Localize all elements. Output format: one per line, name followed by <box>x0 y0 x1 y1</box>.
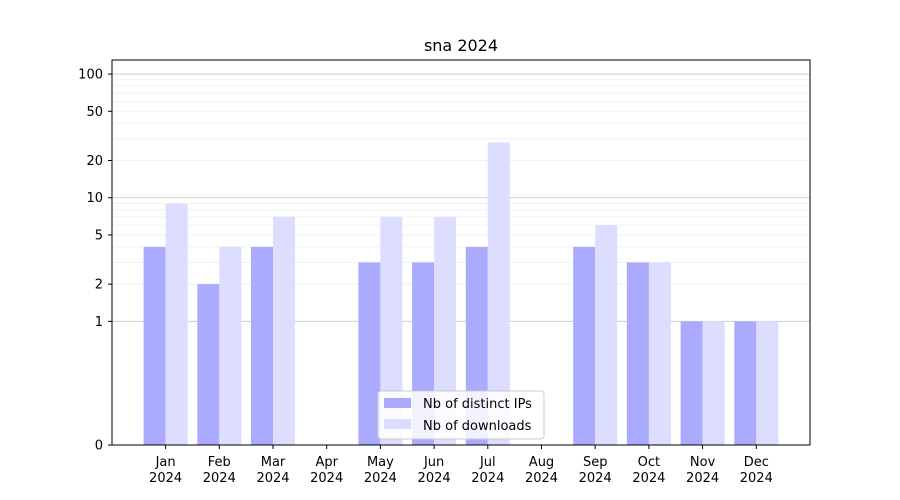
y-tick-label: 5 <box>95 228 103 243</box>
y-tick-label: 20 <box>86 154 103 169</box>
bar-downloads <box>165 203 188 445</box>
bar-downloads <box>702 321 725 445</box>
bar-distinct-ips <box>573 246 596 445</box>
y-tick-label: 100 <box>78 68 103 83</box>
legend-swatch-distinct-ips <box>384 398 411 408</box>
x-tick-label: Feb 2024 <box>203 455 236 486</box>
bar-distinct-ips <box>680 321 703 445</box>
x-tick-label: Oct 2024 <box>632 455 665 486</box>
y-tick-label: 10 <box>86 191 103 206</box>
x-tick-label: Jun 2024 <box>418 455 451 486</box>
bar-distinct-ips <box>197 284 220 445</box>
bar-downloads <box>434 216 457 445</box>
bar-distinct-ips <box>626 262 649 445</box>
bar-downloads <box>380 216 403 445</box>
legend: Nb of distinct IPs Nb of downloads <box>377 390 545 440</box>
y-tick-label: 50 <box>86 105 103 120</box>
y-tick-label: 2 <box>95 278 103 293</box>
bar-downloads <box>756 321 779 445</box>
bar-distinct-ips <box>143 246 166 445</box>
x-tick-label: Jul 2024 <box>471 455 504 486</box>
plot-frame <box>111 59 811 446</box>
bar-distinct-ips <box>251 246 273 445</box>
y-tick-label: 0 <box>95 439 103 454</box>
grid-lines <box>112 73 810 322</box>
x-tick-label: Dec 2024 <box>740 455 773 486</box>
bar-downloads <box>219 246 242 445</box>
x-tick-label: Aug 2024 <box>525 455 558 486</box>
bar-downloads <box>648 262 671 445</box>
x-tick-label: May 2024 <box>364 455 397 486</box>
bar-downloads <box>595 225 618 445</box>
legend-label-distinct-ips: Nb of distinct IPs <box>423 397 532 412</box>
y-tick-label: 1 <box>95 315 103 330</box>
bar-distinct-ips <box>734 321 757 445</box>
legend-label-downloads: Nb of downloads <box>423 419 532 434</box>
x-tick-label: Apr 2024 <box>310 455 343 486</box>
legend-swatch-downloads <box>384 419 411 429</box>
y-axis: 0 1 2 5 10 20 50 100 <box>78 68 112 454</box>
x-axis: Jan 2024 Feb 2024 Mar 2024 Apr 2024 May 2024 Jun 20… <box>149 445 773 486</box>
bar-distinct-ips <box>358 262 381 445</box>
bar-downloads <box>487 142 510 445</box>
x-tick-label: Jan 2024 <box>149 455 182 486</box>
x-tick-label: Mar 2024 <box>256 455 289 486</box>
bar-downloads <box>273 216 295 445</box>
chart-title: sna 2024 <box>424 36 498 55</box>
x-tick-label: Sep 2024 <box>579 455 612 486</box>
x-tick-label: Nov 2024 <box>686 455 719 486</box>
legend-box <box>377 390 545 440</box>
